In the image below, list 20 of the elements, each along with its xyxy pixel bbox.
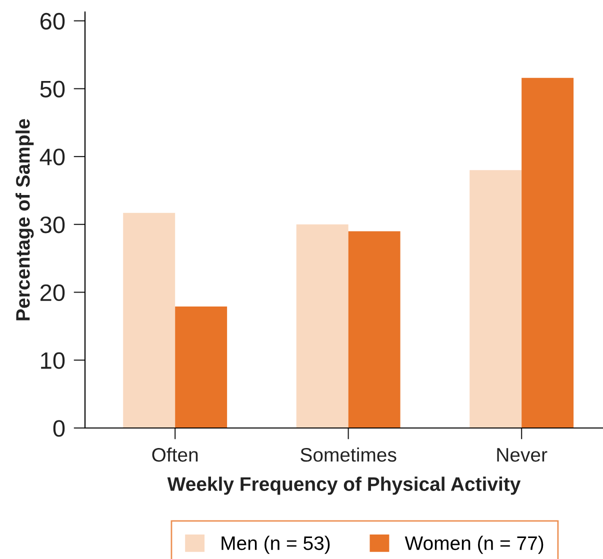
bar	[175, 306, 228, 428]
x-tick-label: Often	[152, 447, 198, 462]
y-tick-label: 50	[40, 80, 65, 98]
x-tick-label: Sometimes	[300, 447, 396, 462]
y-tick-label: 20	[40, 284, 65, 302]
y-tick-label: 40	[40, 148, 65, 166]
bar	[470, 170, 522, 428]
legend-label: Men (n = 53)	[222, 536, 330, 554]
bar	[296, 224, 348, 428]
x-tick-label: Never	[497, 448, 548, 462]
bar	[123, 212, 176, 428]
y-tick-label: 0	[53, 420, 65, 437]
legend-label: Women (n = 77)	[404, 536, 544, 554]
y-tick-label: 10	[41, 352, 65, 369]
bar	[522, 78, 574, 428]
y-tick-label: 30	[40, 216, 65, 234]
x-axis-title: Weekly Frequency of Physical Activity	[167, 476, 521, 495]
bar	[348, 231, 400, 428]
y-tick-label: 60	[40, 12, 65, 30]
y-axis-title: Percentage of Sample	[16, 119, 34, 320]
